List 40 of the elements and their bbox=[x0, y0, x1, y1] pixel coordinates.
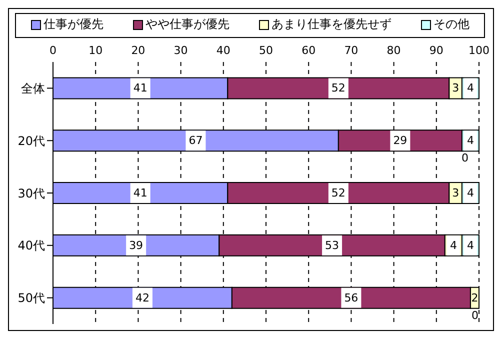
x-tick-label: 90 bbox=[429, 44, 444, 57]
data-label: 39 bbox=[129, 238, 144, 252]
y-tick-label: 40代 bbox=[18, 238, 45, 253]
data-label: 56 bbox=[344, 291, 358, 304]
data-label: 0 bbox=[472, 308, 478, 322]
data-label: 52 bbox=[331, 186, 346, 200]
data-label: 4 bbox=[466, 186, 474, 200]
data-label: 2 bbox=[471, 291, 478, 304]
y-tick-label: 20代 bbox=[18, 134, 45, 148]
x-tick-label: 20 bbox=[131, 44, 146, 57]
x-tick-label: 70 bbox=[344, 44, 358, 57]
y-tick-label: 30代 bbox=[18, 186, 45, 200]
data-label: 42 bbox=[135, 291, 150, 304]
data-label: 41 bbox=[133, 82, 148, 95]
data-label: 4 bbox=[466, 134, 474, 148]
data-label: 29 bbox=[393, 134, 408, 148]
x-tick-label: 50 bbox=[259, 44, 273, 57]
data-label: 4 bbox=[450, 238, 457, 252]
legend-label: その他 bbox=[432, 16, 470, 33]
x-tick-label: 80 bbox=[386, 44, 401, 57]
data-label: 52 bbox=[331, 82, 346, 95]
legend-label: 仕事が優先 bbox=[42, 16, 104, 33]
data-label: 67 bbox=[188, 134, 203, 148]
y-tick-label: 50代 bbox=[18, 291, 45, 306]
x-tick-label: 30 bbox=[174, 44, 188, 57]
data-label: 4 bbox=[466, 82, 474, 95]
x-tick-label: 0 bbox=[50, 44, 56, 57]
data-label: 53 bbox=[325, 238, 340, 252]
data-label: 4 bbox=[466, 238, 474, 252]
data-label: 3 bbox=[452, 186, 460, 200]
x-tick-label: 40 bbox=[216, 44, 230, 57]
legend-label: あまり仕事を優先せず bbox=[270, 16, 392, 33]
x-tick-label: 60 bbox=[302, 44, 316, 57]
data-label: 3 bbox=[452, 82, 460, 95]
y-tick-label: 全体 bbox=[21, 81, 45, 96]
legend-label: やや仕事が優先 bbox=[144, 16, 230, 33]
data-label: 41 bbox=[133, 186, 148, 200]
x-tick-label: 100 bbox=[468, 44, 490, 57]
x-tick-label: 10 bbox=[88, 44, 103, 57]
data-label: 0 bbox=[461, 152, 468, 165]
